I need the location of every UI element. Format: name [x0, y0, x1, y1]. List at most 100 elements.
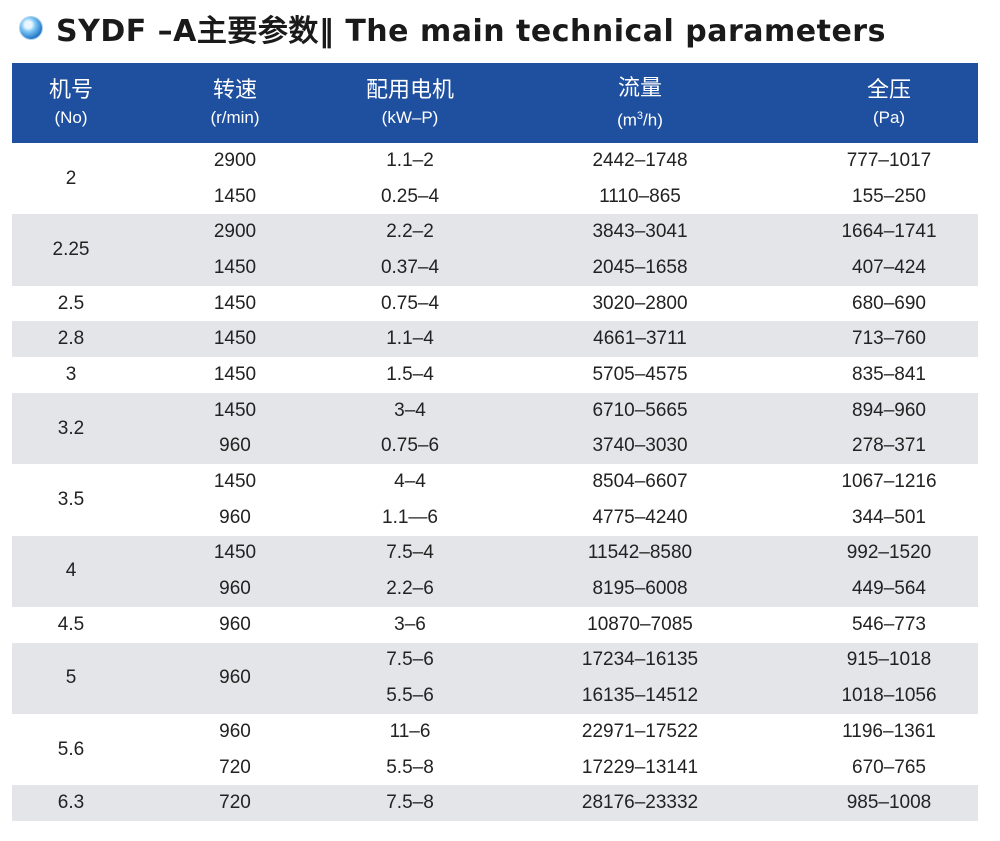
header-no-en: (No)	[54, 108, 88, 127]
header-motor-cn: 配用电机	[365, 77, 454, 102]
parameters-table: 机号 (No) 转速 (r/min) 配用电机 (kW–P) 流量 (m3/h)…	[12, 63, 978, 822]
cell-no: 3.5	[57, 488, 85, 510]
cell-motor: 0.75–4	[380, 292, 440, 314]
header-no-cn: 机号	[48, 77, 93, 102]
table-row: 1450 4–4 8504–6607 1067–1216	[130, 464, 978, 500]
cell-speed: 2900	[213, 221, 257, 243]
table-group: 2 2900 1.1–2 2442–1748 777–1017 1450 0.25–4 111…	[12, 143, 978, 214]
cell-motor: 11–6	[389, 720, 431, 742]
cell-motor: 3–6	[394, 613, 426, 635]
cell-speed: 720	[219, 756, 251, 778]
table-row: 720 5.5–8 17229–13141 670–765	[130, 750, 978, 786]
table-row: 1450 3–4 6710–5665 894–960	[130, 393, 978, 429]
cell-speed: 1450	[213, 256, 257, 278]
cell-speed: 960	[219, 720, 251, 742]
table-row: 1450 0.25–4 1110–865 155–250	[130, 179, 978, 215]
cell-pressure: 992–1520	[846, 542, 932, 564]
header-flow-cn: 流量	[617, 74, 662, 100]
cell-no: 5	[65, 667, 77, 689]
cell-motor: 1.1–2	[386, 149, 434, 171]
table-row: 2900 2.2–2 3843–3041 1664–1741	[130, 214, 978, 250]
cell-speed: 1450	[213, 292, 257, 314]
cell-motor: 0.75–6	[380, 435, 440, 457]
cell-speed: 1450	[213, 471, 257, 493]
table-row: 1450 7.5–4 11542–8580 992–1520	[130, 536, 978, 572]
cell-speed: 1450	[213, 363, 257, 385]
cell-pressure: 670–765	[852, 756, 926, 778]
header-speed: 转速 (r/min)	[130, 63, 340, 143]
table-body: 2 2900 1.1–2 2442–1748 777–1017 1450 0.25–4 111…	[12, 143, 978, 822]
header-flow-en: (m3/h)	[617, 109, 663, 130]
header-speed-en: (r/min)	[210, 108, 260, 127]
cell-no: 3.2	[57, 417, 85, 439]
cell-no: 2.8	[57, 328, 85, 350]
cell-flow: 3740–3030	[592, 435, 688, 457]
cell-flow: 8504–6607	[592, 471, 688, 493]
cell-pressure: 680–690	[852, 292, 926, 314]
cell-speed-merged: 960	[219, 667, 251, 689]
table-group: 4.5 960 3–6 10870–7085 546–773	[12, 607, 978, 643]
header-pressure-en: (Pa)	[872, 108, 906, 127]
cell-motor: 5.5–6	[386, 685, 434, 707]
header-pressure: 全压 (Pa)	[800, 63, 978, 143]
cell-flow: 17234–16135	[581, 649, 699, 671]
table-row: 960 2.2–6 8195–6008 449–564	[130, 571, 978, 607]
cell-flow: 28176–23332	[581, 792, 699, 814]
table-group: 5.6 960 11–6 22971–17522 1196–1361 720 5.5–8 17…	[12, 714, 978, 785]
cell-motor: 7.5–4	[386, 542, 434, 564]
cell-flow: 22971–17522	[581, 720, 699, 742]
cell-pressure: 1067–1216	[841, 471, 937, 493]
cell-pressure: 407–424	[852, 256, 926, 278]
cell-motor: 7.5–8	[386, 792, 434, 814]
table-group: 2.5 1450 0.75–4 3020–2800 680–690	[12, 286, 978, 322]
cell-motor: 4–4	[394, 471, 426, 493]
cell-pressure: 1664–1741	[841, 221, 937, 243]
cell-pressure: 1018–1056	[841, 685, 937, 707]
bullet-icon	[20, 17, 42, 39]
cell-no: 2.5	[57, 292, 85, 314]
cell-no: 2	[65, 167, 77, 189]
cell-motor: 2.2–6	[386, 578, 434, 600]
title-bar: SYDF –A主要参数‖ The main technical paramete…	[20, 6, 886, 50]
cell-flow: 1110–865	[599, 185, 681, 207]
cell-motor: 0.25–4	[380, 185, 440, 207]
cell-pressure: 546–773	[852, 613, 926, 635]
cell-flow: 4661–3711	[593, 328, 687, 350]
cell-pressure: 777–1017	[846, 149, 932, 171]
table-group: 5 7.5–6 17234–16135 915–1018 5.5–6 16135–1451…	[12, 642, 978, 714]
header-motor-en: (kW–P)	[381, 108, 439, 127]
table-row: 1450 1.5–4 5705–4575 835–841	[130, 357, 978, 393]
table-row: 1450 1.1–4 4661–3711 713–760	[130, 321, 978, 357]
cell-pressure: 449–564	[852, 578, 926, 600]
table-row: 1450 0.75–4 3020–2800 680–690	[130, 286, 978, 322]
table-row: 1450 0.37–4 2045–1658 407–424	[130, 250, 978, 286]
cell-flow: 6710–5665	[592, 399, 688, 421]
cell-speed: 720	[219, 792, 251, 814]
cell-flow: 2045–1658	[592, 256, 688, 278]
table-group: 2.25 2900 2.2–2 3843–3041 1664–1741 1450 0.37–…	[12, 214, 978, 286]
cell-speed: 960	[219, 613, 251, 635]
table-row: 960 1.1—6 4775–4240 344–501	[130, 500, 978, 536]
cell-motor: 1.1—6	[382, 506, 438, 528]
cell-speed: 1450	[213, 542, 257, 564]
table-row: 2900 1.1–2 2442–1748 777–1017	[130, 143, 978, 179]
cell-pressure: 835–841	[852, 363, 926, 385]
cell-speed: 960	[219, 506, 251, 528]
cell-pressure: 155–250	[852, 185, 926, 207]
cell-flow: 16135–14512	[581, 685, 699, 707]
table-group: 3.5 1450 4–4 8504–6607 1067–1216 960 1.1—6 4775…	[12, 464, 978, 535]
cell-pressure: 985–1008	[846, 792, 932, 814]
cell-motor: 1.1–4	[386, 328, 434, 350]
cell-flow: 8195–6008	[592, 578, 688, 600]
header-flow: 流量 (m3/h)	[480, 63, 800, 143]
cell-pressure: 915–1018	[846, 649, 932, 671]
header-motor: 配用电机 (kW–P)	[340, 63, 480, 143]
cell-no: 5.6	[57, 738, 85, 760]
cell-flow: 10870–7085	[587, 613, 693, 635]
cell-motor: 7.5–6	[386, 649, 434, 671]
cell-pressure: 344–501	[852, 506, 926, 528]
table-row: 960 11–6 22971–17522 1196–1361	[130, 714, 978, 750]
cell-pressure: 278–371	[852, 435, 926, 457]
cell-motor: 2.2–2	[386, 221, 434, 243]
table-group: 3 1450 1.5–4 5705–4575 835–841	[12, 357, 978, 393]
